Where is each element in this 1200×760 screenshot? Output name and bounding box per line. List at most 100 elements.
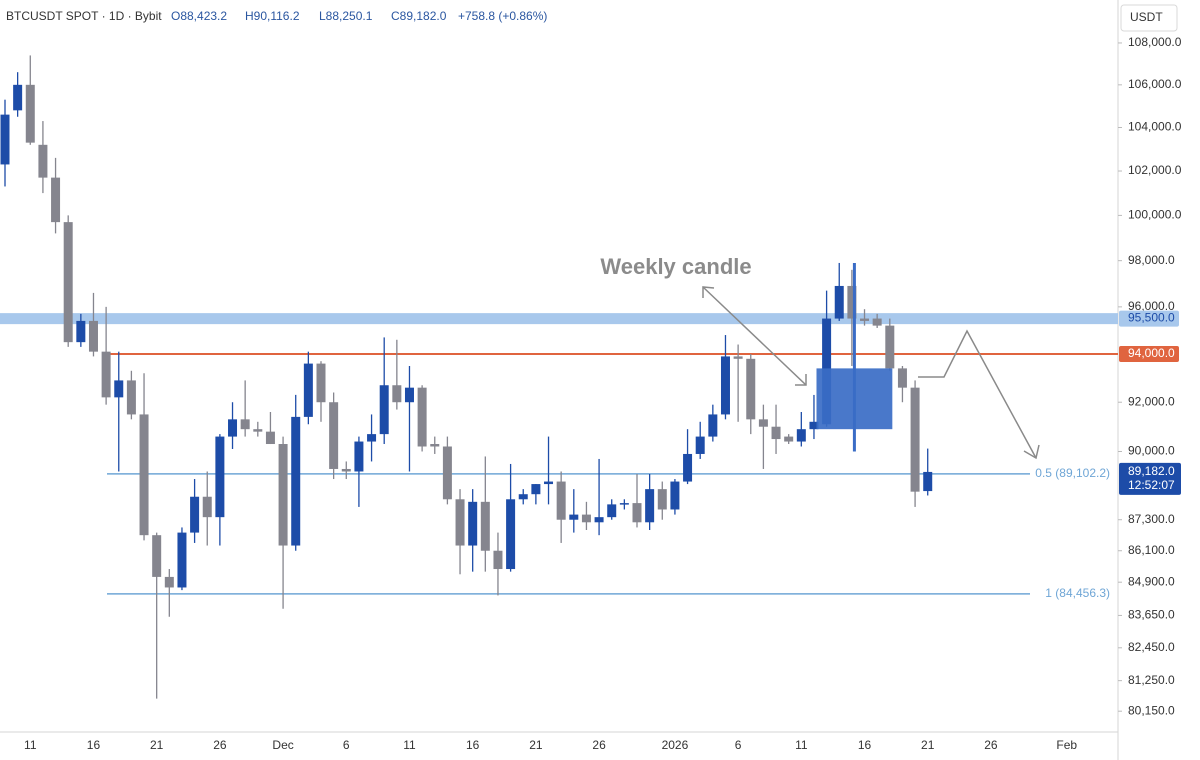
candle-body [746,358,756,420]
x-tick-label: 16 [87,738,101,752]
y-tick-label: 80,150.0 [1128,703,1175,717]
candle-body [619,503,629,505]
candle-body [114,380,124,398]
candle-body [354,441,364,472]
x-tick-label: 21 [921,738,935,752]
candle-body [253,429,263,432]
ohlc-high: H90,116.2 [245,9,300,23]
x-tick-label: 16 [466,738,480,752]
candle-body [442,446,452,500]
candle-body [430,444,440,447]
candle-body [0,114,10,165]
candle-body [329,402,339,469]
y-tick-label: 104,000.0 [1128,120,1182,134]
x-tick-label: 11 [24,738,37,752]
x-tick-label: 26 [213,738,227,752]
price-tag-label: 94,000.0 [1128,346,1175,360]
annotation-arrow [702,286,807,386]
x-tick-label: 21 [529,738,543,752]
candle-body [809,421,819,430]
y-tick-label: 96,000.0 [1128,299,1175,313]
candle-body [341,468,351,472]
price-tag [1119,310,1179,327]
candle-body [88,320,98,352]
candle-body [796,429,806,442]
currency: USDT [1130,10,1163,24]
price-tag [1119,346,1179,363]
annotation-label: Weekly candle [600,254,751,279]
candle-body [493,550,503,570]
candle-body [518,494,528,500]
x-tick-label: 11 [795,738,808,752]
candle-body [897,368,907,388]
candle-body [581,514,591,523]
candle-body [834,285,844,319]
candle-body [872,318,882,326]
candle-body [265,431,275,445]
y-tick-label: 82,450.0 [1128,640,1175,654]
currency-box [1120,4,1178,32]
x-tick-label: 6 [735,738,742,752]
candle-body [645,489,655,523]
fib-label: 0.5 (89,102.2) [1035,466,1110,480]
y-tick-label: 81,250.0 [1128,673,1175,687]
candle-body [657,489,667,510]
candle-body [670,481,680,510]
candle-body [291,416,301,546]
change: +758.8 (+0.86%) [458,9,547,23]
y-tick-label: 83,650.0 [1128,608,1175,622]
candle-body [695,436,705,454]
candle-body [139,414,149,536]
x-tick-label: 26 [984,738,998,752]
candle-body [480,501,490,551]
candle-body [177,532,187,588]
y-tick-label: 106,000.0 [1128,77,1182,91]
candle-body [404,387,414,403]
candle-body [720,356,730,415]
candle-body [632,503,642,523]
candle-body [63,222,73,343]
candle-body [278,444,288,546]
candle-body [910,387,920,492]
y-tick-label: 90,000.0 [1128,444,1175,458]
candle-body [544,481,554,485]
candle-body [126,380,136,415]
y-tick-label: 108,000.0 [1128,35,1182,49]
annotations [702,286,1040,460]
candle-body [152,535,162,577]
plot: 108,000.0 106,000.0 104,000.0 102,000.0 100,… [0,35,1182,752]
arrow-head [1023,444,1040,460]
x-tick-label: 16 [858,738,872,752]
countdown: 12:52:07 [1128,478,1175,492]
x-tick-label: 2026 [662,738,689,752]
y-tick-label: 98,000.0 [1128,253,1175,267]
candle-body [417,387,427,447]
ohlc-open: O88,423.2 [171,9,227,23]
candle-body [13,84,23,111]
candle-body [455,499,465,546]
x-tick-label: 11 [403,738,416,752]
candle-body [860,318,870,321]
y-tick-label: 100,000.0 [1128,208,1182,222]
ohlc-close: C89,182.0 [391,9,447,23]
y-tick-label: 92,000.0 [1128,394,1175,408]
x-tick-label: Dec [272,738,293,752]
candle-body [847,285,857,319]
candle-body [38,144,48,178]
candle-body [758,419,768,427]
x-tick-label: 26 [592,738,606,752]
ohlc-low: L88,250.1 [319,9,373,23]
candle-body [76,320,86,343]
candle-body [468,501,478,546]
candle-body [556,481,566,520]
candle-body [733,356,743,359]
candle-body [708,414,718,437]
candle-body [506,499,516,570]
candle-body [215,436,225,518]
candle-body [164,576,174,588]
candle-body [379,385,389,435]
candle-body [190,496,200,533]
candle-body [240,419,250,430]
